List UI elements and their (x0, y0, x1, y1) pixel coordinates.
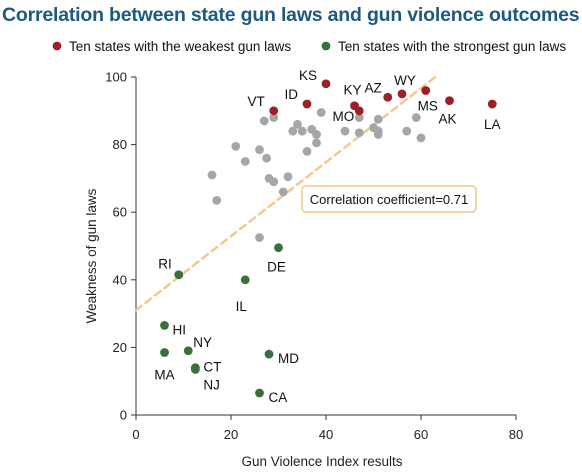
point-other-state (255, 145, 264, 155)
point-id (302, 99, 312, 109)
point-il (240, 275, 250, 285)
point-other-state (316, 108, 326, 117)
legend-label-weakest: Ten states with the weakest gun laws (69, 39, 291, 54)
point-other-state (262, 153, 272, 163)
point-other-state (259, 116, 269, 126)
point-ny (183, 346, 193, 356)
point-ca (255, 388, 264, 398)
point-other-state (278, 187, 288, 197)
y-tick-label: 0 (120, 408, 127, 423)
x-tick-label: 0 (132, 427, 139, 442)
point-other-state (340, 126, 350, 136)
point-md (264, 349, 274, 359)
legend-marker-weakest (52, 41, 62, 51)
point-label-vt: VT (247, 94, 264, 109)
y-tick-label: 60 (113, 205, 127, 220)
point-other-state (354, 113, 364, 122)
point-ri (174, 270, 184, 280)
y-tick-label: 40 (113, 272, 127, 287)
x-tick-label: 60 (414, 427, 428, 442)
point-other-state (373, 130, 383, 139)
point-other-state (269, 113, 279, 122)
point-vt (269, 106, 279, 116)
point-label-de: DE (267, 260, 286, 275)
point-other-state (297, 126, 307, 136)
x-axis-label: Gun Violence Index results (241, 454, 402, 469)
point-other-state (231, 141, 241, 151)
point-nj (190, 364, 200, 374)
point-label-la: LA (484, 117, 501, 132)
point-hi (160, 321, 169, 330)
point-label-ca: CA (269, 390, 288, 405)
point-label-mo: MO (333, 109, 355, 124)
x-tick-label: 20 (224, 427, 238, 442)
point-other-state (373, 114, 383, 124)
point-label-ma: MA (154, 367, 174, 382)
point-other-state (207, 170, 217, 180)
point-other-state (269, 177, 279, 187)
point-other-state (212, 195, 222, 205)
point-wy (397, 89, 407, 99)
y-tick-label: 20 (113, 340, 127, 355)
series-strongest: RI IL DE HI NY MA CT NJ MD CA (154, 243, 299, 405)
point-label-hi: HI (173, 322, 187, 337)
point-label-id: ID (285, 87, 299, 102)
point-label-ks: KS (299, 68, 317, 83)
point-de (274, 243, 283, 253)
point-ks (321, 79, 331, 89)
point-other-state (288, 126, 298, 136)
point-other-state (283, 172, 293, 182)
point-az (383, 92, 393, 102)
point-other-state (302, 146, 312, 156)
point-label-il: IL (236, 299, 248, 314)
series-other (207, 108, 426, 242)
point-other-state (416, 133, 426, 143)
point-label-md: MD (278, 351, 299, 366)
trend-line (134, 75, 437, 312)
point-other-state (411, 113, 421, 122)
point-mo (354, 106, 364, 116)
point-label-ms: MS (418, 99, 438, 114)
point-other-state (293, 119, 302, 129)
correlation-annotation-text: Correlation coefficient=0.71 (310, 192, 468, 207)
point-ak (445, 96, 454, 106)
point-other-state (255, 233, 264, 242)
x-tick-label: 40 (319, 427, 333, 442)
point-label-ky: KY (343, 83, 361, 98)
point-label-nj: NJ (203, 377, 220, 392)
point-label-ri: RI (158, 257, 172, 272)
point-ms (421, 86, 431, 95)
chart-title: Correlation between state gun laws and g… (2, 4, 580, 26)
legend-marker-strongest (321, 41, 331, 51)
correlation-annotation-box (301, 185, 477, 213)
point-label-ct: CT (203, 360, 221, 375)
point-other-state (240, 157, 250, 166)
point-label-ny: NY (193, 335, 212, 350)
point-label-ak: AK (438, 112, 456, 127)
point-la (487, 99, 497, 109)
x-tick-label: 80 (509, 427, 523, 442)
point-other-state (354, 128, 364, 138)
point-other-state (312, 130, 321, 139)
y-axis-label: Weakness of gun laws (84, 188, 99, 323)
legend-label-strongest: Ten states with the strongest gun laws (338, 39, 566, 54)
point-other-state (312, 138, 321, 148)
point-other-state (402, 126, 412, 136)
y-tick-label: 100 (105, 70, 127, 85)
point-label-az: AZ (364, 80, 381, 95)
y-tick-label: 80 (113, 137, 127, 152)
point-ma (160, 348, 169, 357)
point-label-wy: WY (394, 73, 416, 88)
